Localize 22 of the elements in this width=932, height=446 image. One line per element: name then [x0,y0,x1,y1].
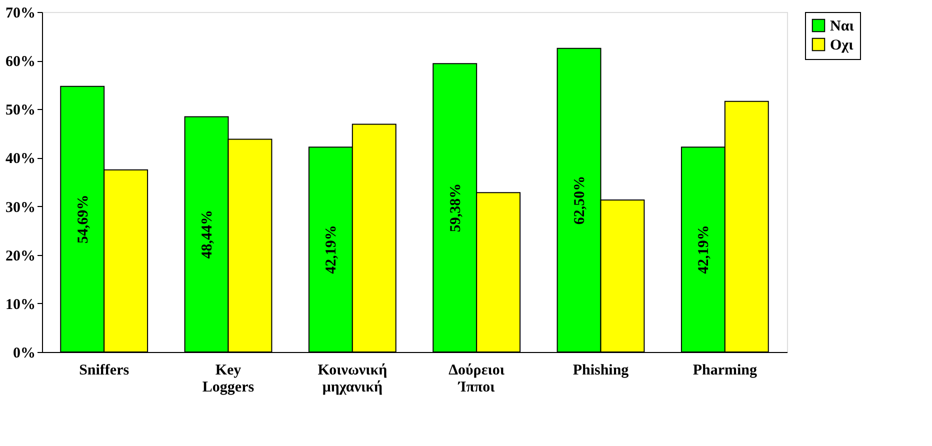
legend-label: Οχι [830,38,854,54]
x-tick-label: Pharming [692,362,758,378]
data-label: 48,44% [200,210,216,259]
y-tick-label: 40% [6,151,36,168]
data-label: 62,50% [572,176,588,225]
x-tick-label: Key Loggers [202,362,254,396]
y-tick-label: 10% [6,296,36,313]
y-tick-label: 50% [6,102,36,119]
y-tick-label: 60% [6,54,36,70]
legend-label: Ναι [830,18,854,34]
x-tick-label: Sniffers [79,362,130,378]
y-tick-label: 30% [6,200,36,216]
x-tick-label: Δούρειοι Ίπποι [448,362,505,396]
y-tick-label: 20% [6,248,36,264]
data-label: 59,38% [448,183,464,232]
data-label: 42,19% [324,225,340,274]
x-tick-label: Κοινωνική μηχανική [318,362,388,396]
data-label: 42,19% [696,225,712,274]
x-tick-label: Phishing [572,362,630,378]
y-tick-label: 70% [6,6,36,22]
data-label: 54,69% [75,194,92,244]
y-tick-label: 0% [13,346,36,362]
